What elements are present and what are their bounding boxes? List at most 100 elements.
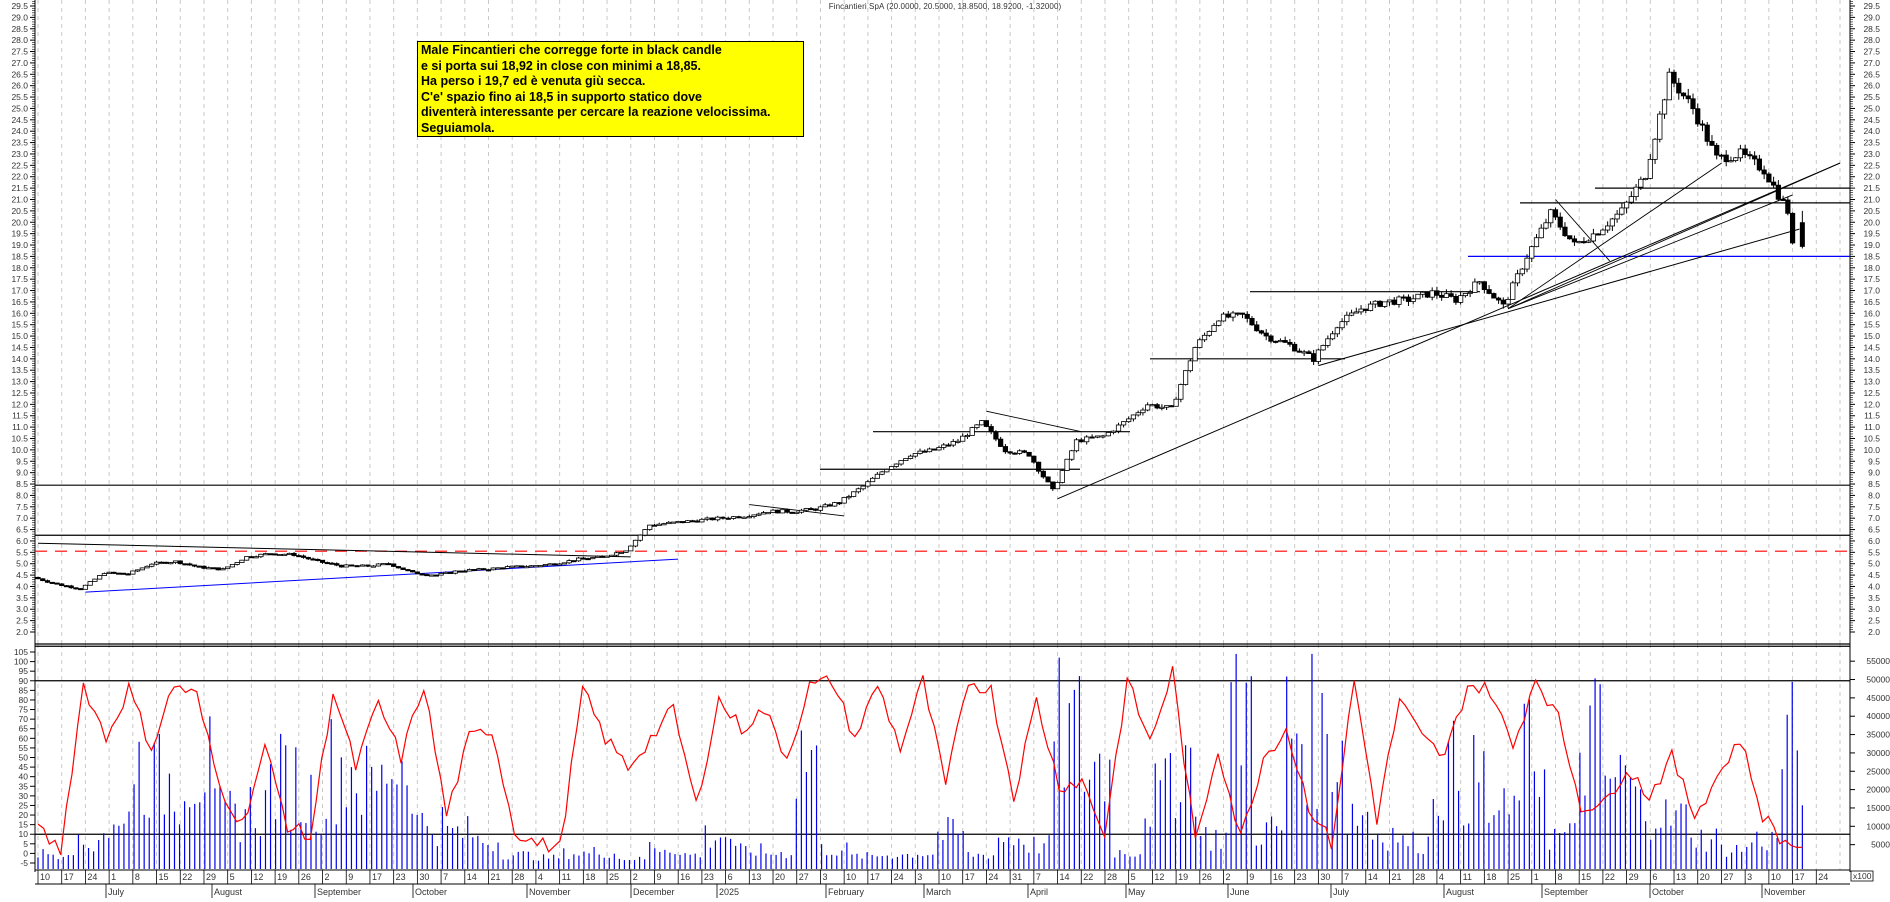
svg-text:19: 19 (1178, 872, 1188, 882)
svg-text:23: 23 (1297, 872, 1307, 882)
svg-text:24.5: 24.5 (1863, 115, 1880, 125)
svg-text:26.5: 26.5 (1863, 69, 1880, 79)
svg-text:8: 8 (135, 872, 140, 882)
svg-text:19.0: 19.0 (1863, 240, 1880, 250)
svg-text:25000: 25000 (1866, 766, 1890, 776)
svg-text:8.5: 8.5 (16, 479, 28, 489)
svg-text:December: December (633, 887, 675, 897)
svg-text:12.0: 12.0 (1863, 399, 1880, 409)
svg-text:55: 55 (19, 743, 29, 753)
svg-text:16.5: 16.5 (11, 297, 28, 307)
svg-text:November: November (529, 887, 571, 897)
svg-text:65: 65 (19, 724, 29, 734)
svg-text:90: 90 (19, 676, 29, 686)
svg-text:45: 45 (19, 762, 29, 772)
svg-text:9: 9 (1249, 872, 1254, 882)
svg-text:4: 4 (1439, 872, 1444, 882)
svg-text:10.0: 10.0 (1863, 445, 1880, 455)
svg-text:April: April (1030, 887, 1048, 897)
svg-text:3.5: 3.5 (1868, 593, 1880, 603)
svg-text:5.5: 5.5 (16, 547, 28, 557)
analysis-note-box: Male Fincantieri che corregge forte in b… (417, 41, 804, 137)
svg-text:10: 10 (40, 872, 50, 882)
svg-text:11.5: 11.5 (1864, 411, 1880, 421)
svg-text:23: 23 (396, 872, 406, 882)
svg-text:26.0: 26.0 (11, 81, 28, 91)
svg-text:6.5: 6.5 (16, 525, 28, 535)
svg-text:5.5: 5.5 (1868, 547, 1880, 557)
svg-text:2.5: 2.5 (16, 616, 28, 626)
svg-text:10: 10 (846, 872, 856, 882)
svg-text:8.5: 8.5 (1868, 479, 1880, 489)
svg-text:18.0: 18.0 (11, 263, 28, 273)
svg-text:80: 80 (19, 695, 29, 705)
svg-text:28.5: 28.5 (1863, 24, 1880, 34)
svg-text:March: March (926, 887, 951, 897)
svg-text:16: 16 (680, 872, 690, 882)
oscillator-line (37, 666, 1803, 856)
svg-text:15000: 15000 (1866, 803, 1890, 813)
svg-text:17.0: 17.0 (11, 286, 28, 296)
svg-text:17: 17 (1795, 872, 1805, 882)
svg-text:27: 27 (1723, 872, 1733, 882)
svg-text:55000: 55000 (1866, 656, 1890, 666)
svg-text:15.5: 15.5 (1863, 320, 1880, 330)
svg-text:19.0: 19.0 (11, 240, 28, 250)
svg-text:18: 18 (585, 872, 595, 882)
svg-text:21: 21 (1392, 872, 1402, 882)
svg-text:28.5: 28.5 (11, 24, 28, 34)
svg-text:40000: 40000 (1866, 711, 1890, 721)
note-line: Seguiamola. (421, 120, 495, 135)
svg-text:9.5: 9.5 (1868, 456, 1880, 466)
note-line: C'e' spazio fino ai 18,5 in supporto sta… (421, 89, 702, 104)
svg-text:11.0: 11.0 (1864, 422, 1880, 432)
svg-text:20.0: 20.0 (1863, 217, 1880, 227)
svg-text:3: 3 (822, 872, 827, 882)
svg-text:10: 10 (941, 872, 951, 882)
svg-text:20.0: 20.0 (11, 217, 28, 227)
svg-text:September: September (317, 887, 361, 897)
svg-text:25.0: 25.0 (1863, 103, 1880, 113)
svg-text:29: 29 (1629, 872, 1639, 882)
svg-text:22.0: 22.0 (11, 172, 28, 182)
svg-text:27.5: 27.5 (1863, 47, 1880, 57)
svg-text:12.5: 12.5 (11, 388, 28, 398)
svg-text:23.0: 23.0 (11, 149, 28, 159)
svg-text:14.0: 14.0 (1863, 354, 1880, 364)
svg-text:24: 24 (1818, 872, 1828, 882)
svg-text:70: 70 (19, 714, 29, 724)
svg-text:25: 25 (19, 800, 29, 810)
svg-text:30000: 30000 (1866, 748, 1890, 758)
svg-text:10.5: 10.5 (1863, 434, 1880, 444)
svg-text:8.0: 8.0 (1868, 490, 1880, 500)
svg-text:12: 12 (253, 872, 263, 882)
svg-text:6.0: 6.0 (16, 536, 28, 546)
svg-text:7.0: 7.0 (16, 513, 28, 523)
svg-text:October: October (1652, 887, 1684, 897)
svg-text:85: 85 (19, 685, 29, 695)
svg-text:7.5: 7.5 (1868, 502, 1880, 512)
svg-text:27.0: 27.0 (11, 58, 28, 68)
candlestick-series (35, 68, 1805, 591)
note-line: Male Fincantieri che corregge forte in b… (421, 43, 722, 57)
svg-text:19.5: 19.5 (11, 229, 28, 239)
svg-text:3: 3 (917, 872, 922, 882)
svg-text:9: 9 (348, 872, 353, 882)
volume-bars (37, 653, 1803, 869)
svg-text:15.0: 15.0 (1863, 331, 1880, 341)
svg-text:2.0: 2.0 (1868, 627, 1880, 637)
svg-text:20.5: 20.5 (1863, 206, 1880, 216)
svg-text:12: 12 (1154, 872, 1164, 882)
svg-text:14.5: 14.5 (1863, 342, 1880, 352)
svg-text:25.0: 25.0 (11, 103, 28, 113)
svg-text:6.5: 6.5 (1868, 525, 1880, 535)
svg-text:May: May (1128, 887, 1146, 897)
svg-text:3: 3 (1747, 872, 1752, 882)
svg-text:100: 100 (14, 657, 28, 667)
svg-text:27.5: 27.5 (11, 47, 28, 57)
svg-text:11.0: 11.0 (12, 422, 28, 432)
svg-text:12.0: 12.0 (11, 399, 28, 409)
svg-text:31: 31 (1012, 872, 1022, 882)
svg-text:28: 28 (1415, 872, 1425, 882)
